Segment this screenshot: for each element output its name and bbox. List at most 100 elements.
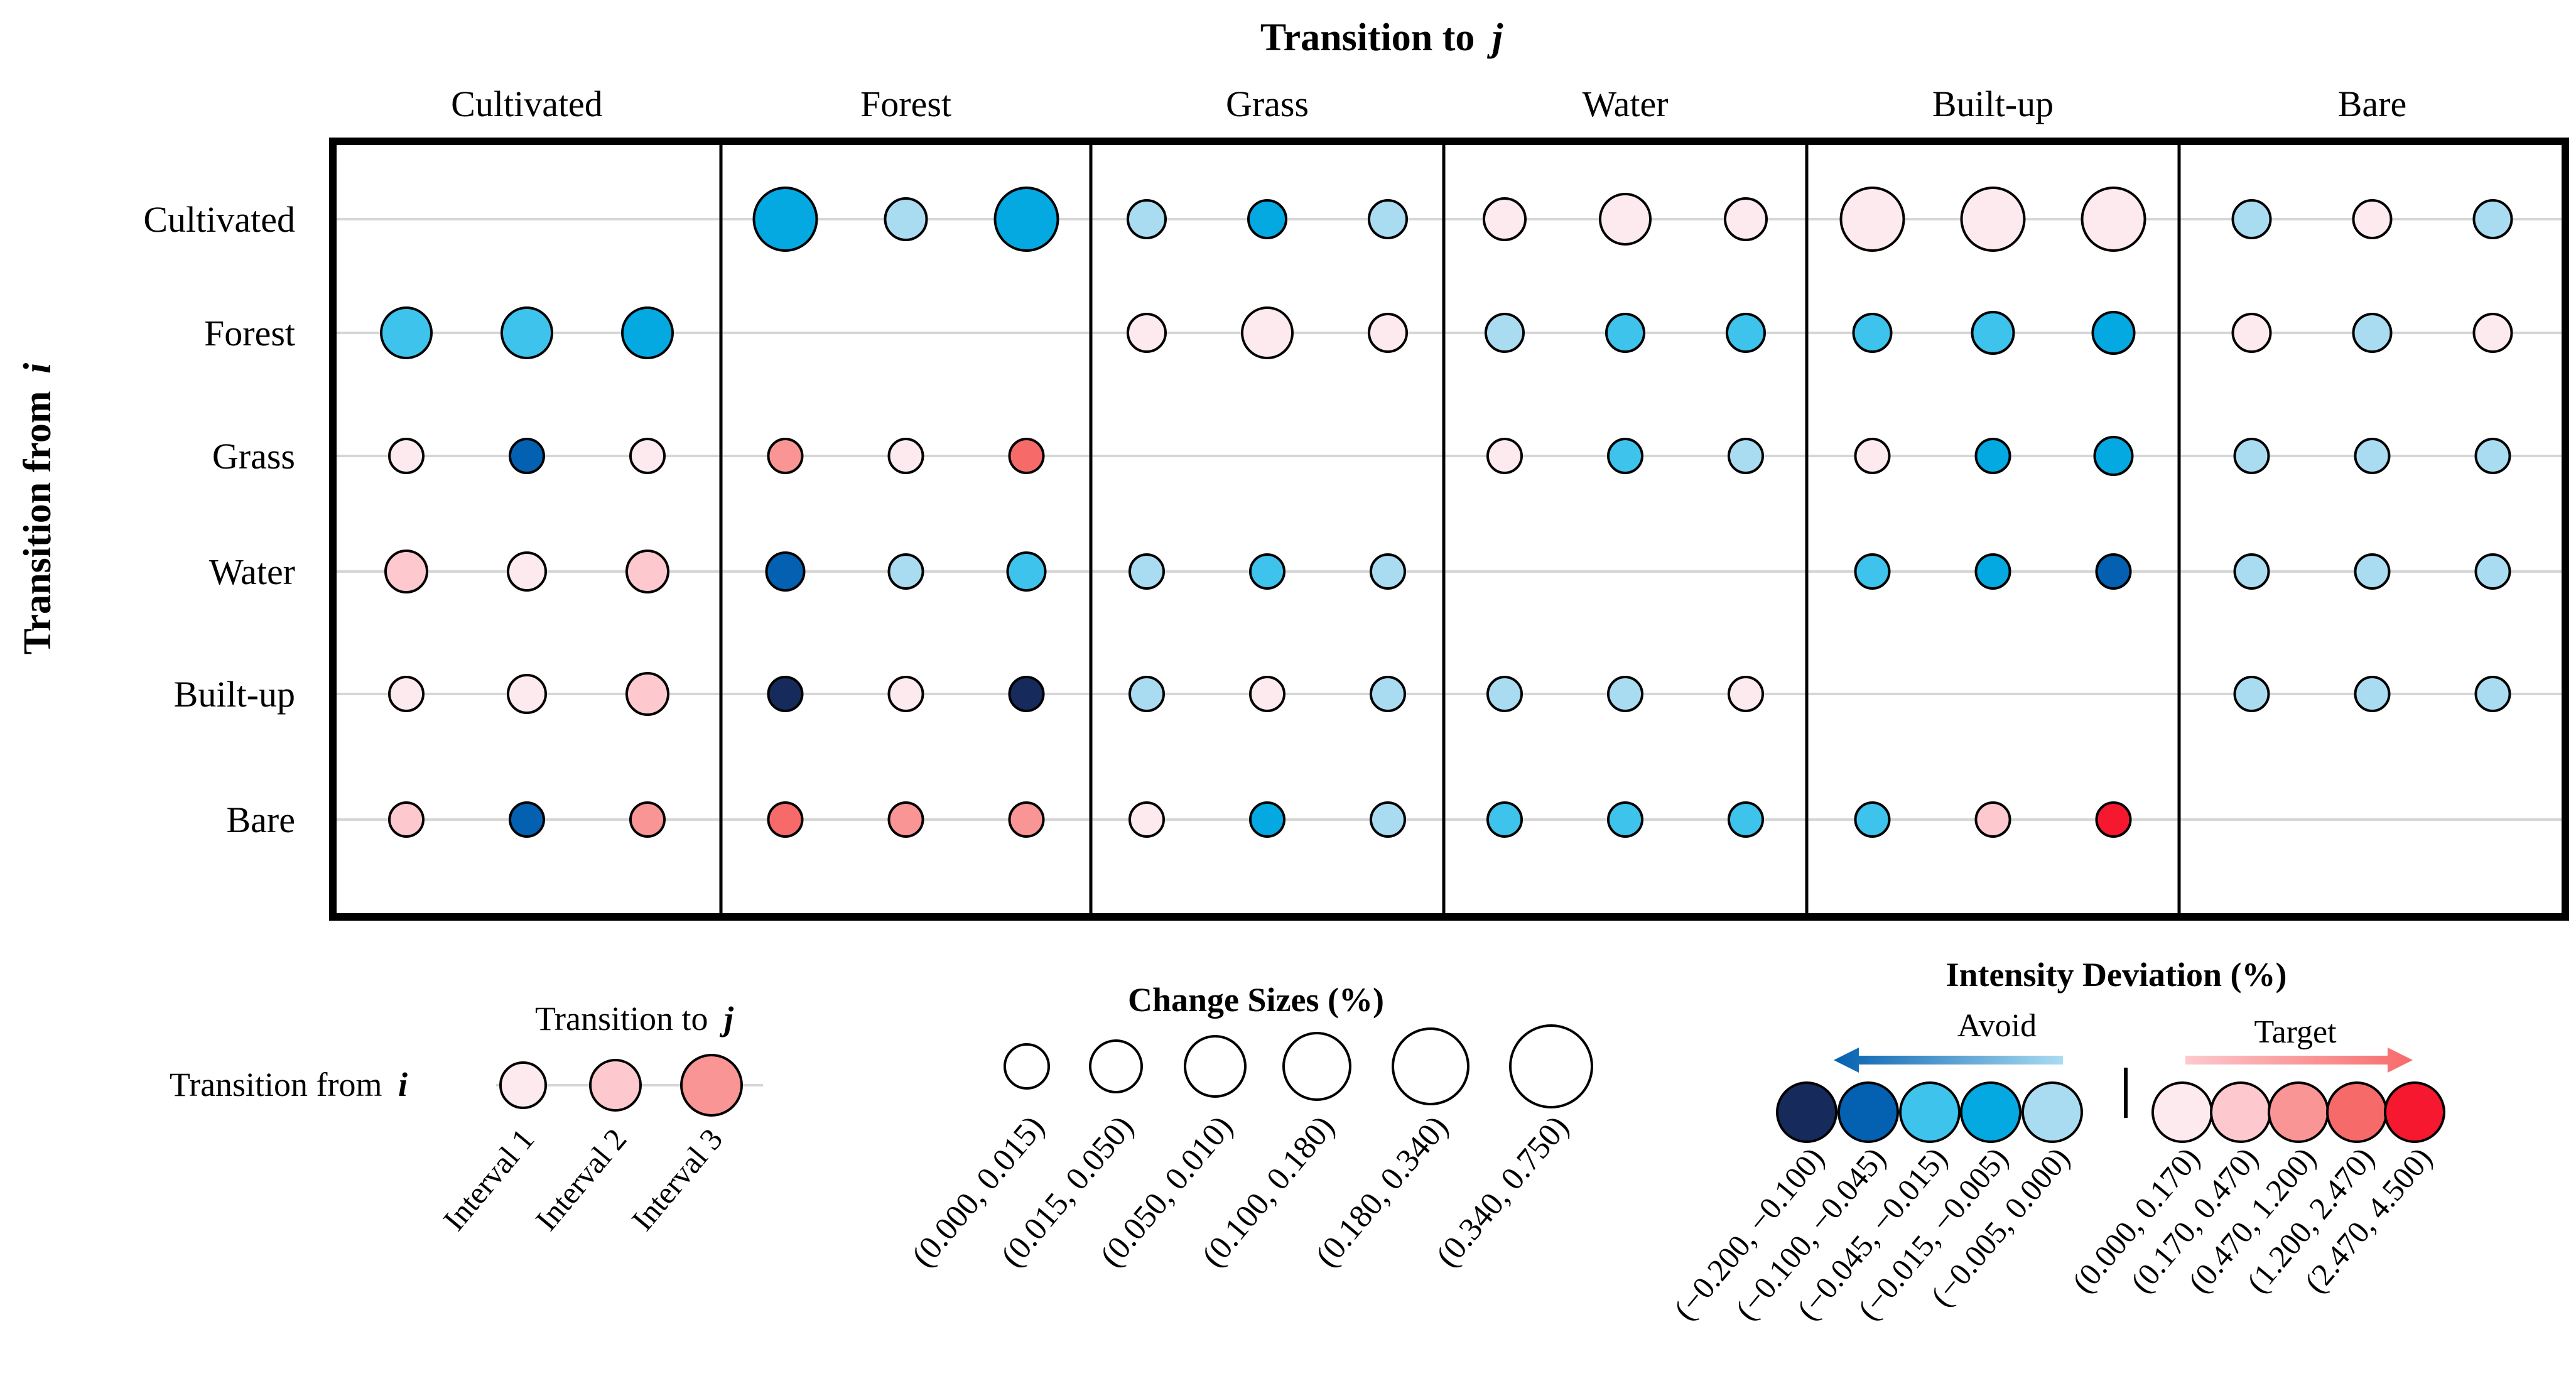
bubble: [1728, 801, 1764, 838]
bubble: [2352, 199, 2393, 239]
bubble: [501, 306, 553, 359]
row-header: Grass: [212, 436, 295, 477]
bubble: [2231, 313, 2272, 353]
legend-intensity-title: Intensity Deviation (%): [1946, 956, 2287, 994]
legend-size-mark: [1392, 1027, 1469, 1105]
bubble: [2093, 436, 2134, 476]
bubble: [1370, 676, 1406, 712]
bubble: [1971, 311, 2015, 355]
bubble: [1008, 676, 1045, 712]
bubble: [1128, 553, 1165, 590]
legend-intensity-mark: [2151, 1081, 2213, 1143]
bubble: [1127, 313, 1167, 353]
bubble: [2095, 801, 2132, 838]
bubble: [1128, 676, 1165, 712]
plot-frame: [329, 138, 2569, 921]
bubble: [765, 551, 806, 592]
bubble: [388, 438, 425, 474]
legend-interval-label: Interval 1: [436, 1122, 541, 1237]
bubble: [1854, 438, 1891, 474]
bubble: [621, 306, 674, 359]
bubble: [887, 676, 924, 712]
bubble: [625, 672, 669, 716]
bubble: [2081, 187, 2146, 252]
legend-size-mark: [1184, 1035, 1247, 1098]
bubble: [1854, 553, 1891, 590]
bubble: [1008, 438, 1045, 474]
legend-target-label: Target: [2254, 1014, 2337, 1050]
legend-size-mark: [1089, 1039, 1143, 1093]
bubble: [1368, 199, 1408, 239]
bubble: [2095, 553, 2132, 590]
bubble: [1249, 676, 1285, 712]
bubble: [1724, 197, 1768, 241]
legend-size-mark: [1282, 1032, 1351, 1101]
legend-size-title: Change Sizes (%): [1128, 981, 1384, 1019]
bubble: [2354, 438, 2391, 474]
bubble: [1249, 801, 1285, 838]
legend-size-mark: [1004, 1043, 1050, 1090]
legend-size-marks: (0.000, 0.015)(0.015, 0.050)(0.050, 0.01…: [905, 1024, 1593, 1274]
row-header: Cultivated: [143, 199, 295, 240]
bubble: [1006, 551, 1047, 592]
bubble: [767, 676, 804, 712]
bubble: [1607, 676, 1643, 712]
bubble: [1607, 801, 1643, 838]
legend-interval: Transition to j Transition from i Interv…: [170, 1000, 763, 1237]
legend-interval-mark: [680, 1054, 743, 1117]
chart-title-var: j: [1486, 16, 1503, 59]
legend-intensity-mark: [2210, 1081, 2271, 1143]
legend-intensity-mark: [1837, 1081, 1899, 1143]
legend-interval-mark: [499, 1061, 547, 1109]
column-headers: Cultivated Forest Grass Water Built-up Bare: [451, 84, 2406, 124]
y-axis-label-var: i: [16, 363, 59, 374]
bubble-marks: [380, 187, 2513, 838]
bubble: [1960, 187, 2026, 252]
column-header: Bare: [2338, 84, 2407, 124]
bubble: [1599, 193, 1652, 246]
bubble: [1241, 306, 1294, 359]
target-arrow: [2185, 1048, 2413, 1073]
bubble: [384, 550, 428, 593]
bubble: [1486, 438, 1523, 474]
bubble: [1247, 199, 1287, 239]
bubble: [1368, 313, 1408, 353]
bubble: [388, 676, 425, 712]
legend-interval-label: Interval 2: [528, 1122, 633, 1237]
bubble: [1249, 553, 1285, 590]
bubble: [2233, 676, 2270, 712]
bubble: [1483, 197, 1527, 241]
bubble: [1008, 801, 1045, 838]
legend-interval-label: Interval 3: [624, 1122, 729, 1237]
bubble: [509, 801, 545, 838]
row-headers: Cultivated Forest Grass Water Built-up Bare: [143, 199, 295, 840]
bubble: [629, 438, 666, 474]
bubble: [507, 674, 547, 714]
bubble: [2233, 553, 2270, 590]
bubble: [752, 187, 818, 252]
legend-avoid-label: Avoid: [1957, 1008, 2037, 1044]
bubble: [1839, 187, 1905, 252]
bubble: [1852, 313, 1893, 353]
column-header: Cultivated: [451, 84, 603, 124]
bubble: [1127, 199, 1167, 239]
bubble: [1128, 801, 1165, 838]
legend-intensity-mark: [1776, 1081, 1837, 1143]
bubble: [1370, 801, 1406, 838]
legend-intensity-mark: [2268, 1081, 2329, 1143]
bubble: [507, 551, 547, 592]
column-header: Grass: [1226, 84, 1309, 124]
bubble: [2474, 438, 2511, 474]
bubble: [1605, 313, 1645, 353]
bubble: [509, 438, 545, 474]
row-gridlines: [333, 218, 2565, 821]
bubble: [625, 550, 669, 593]
bubble: [629, 801, 666, 838]
bubble: [2472, 199, 2513, 239]
bubble: [1974, 801, 2011, 838]
row-header: Forest: [204, 313, 295, 354]
chart-title-text: Transition to: [1260, 16, 1475, 59]
bubble: [2474, 676, 2511, 712]
frame-border: [329, 138, 2569, 921]
